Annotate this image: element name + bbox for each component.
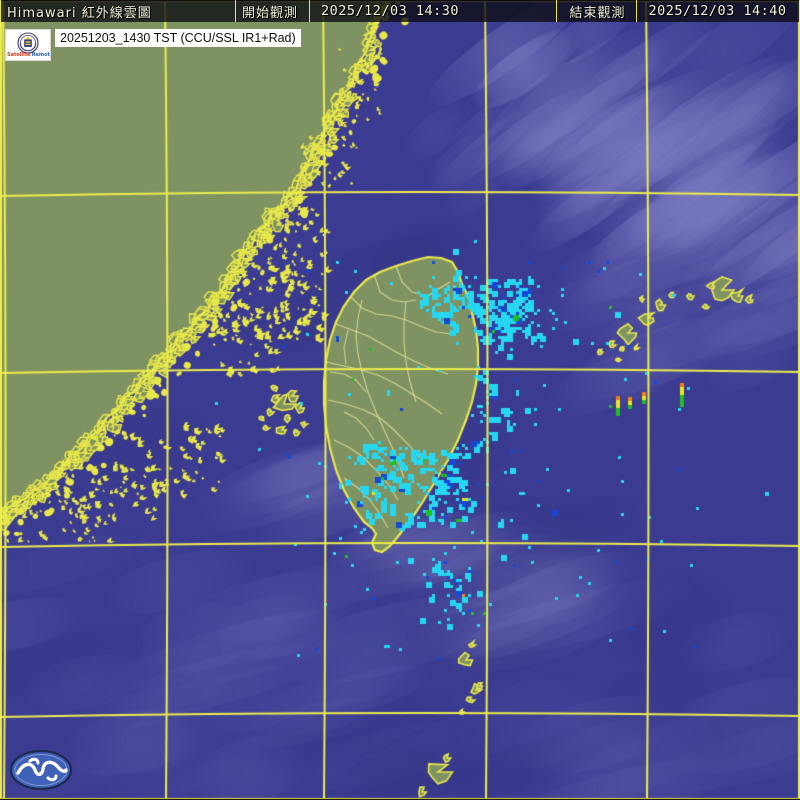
lab-logo-wordmark: Satellite Remote Lab (7, 51, 50, 60)
lab-logo: Satellite Remote Lab (5, 29, 51, 61)
lab-logo-word-b: Remote (31, 52, 50, 58)
image-timestamp-label: 20251203_1430 TST (CCU/SSL IR1+Rad) (55, 29, 301, 47)
cwa-swirl-logo-icon (9, 749, 73, 791)
image-stamp-row: Satellite Remote Lab 20251203_1430 TST (… (5, 29, 301, 61)
lab-logo-word-a: Satellite (7, 52, 31, 58)
university-crest-icon (17, 32, 39, 54)
